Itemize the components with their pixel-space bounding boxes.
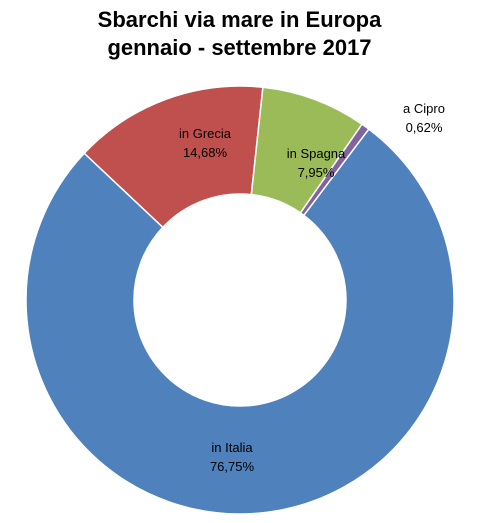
slice-value-in-italia: 76,75% (210, 459, 255, 474)
slice-label-a-cipro: a Cipro (403, 101, 445, 116)
chart-title: Sbarchi via mare in Europa gennaio - set… (0, 6, 479, 62)
slice-label-in-italia: in Italia (211, 440, 253, 455)
slice-a-cipro (299, 123, 370, 217)
slice-in-italia (25, 128, 455, 515)
slice-value-in-grecia: 14,68% (183, 145, 228, 160)
slice-in-grecia (83, 85, 264, 229)
chart-title-line-1: Sbarchi via mare in Europa (97, 7, 382, 32)
slice-label-in-grecia: in Grecia (179, 126, 232, 141)
slice-value-a-cipro: 0,62% (406, 120, 443, 135)
chart-title-line-2: gennaio - settembre 2017 (107, 35, 372, 60)
slice-value-in-spagna: 7,95% (298, 165, 335, 180)
slice-label-in-spagna: in Spagna (287, 146, 346, 161)
